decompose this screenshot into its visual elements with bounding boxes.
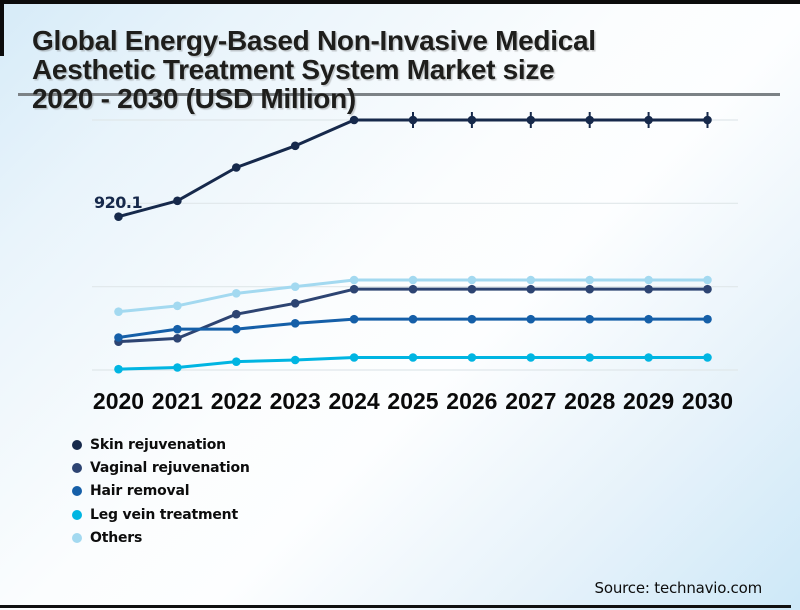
data-point-hair-removal-2022 [232,324,241,334]
data-point-skin-rejuvenation-2026 [467,115,477,125]
data-point-skin-rejuvenation-2027 [526,115,536,125]
data-point-skin-rejuvenation-2020 [114,212,123,221]
legend-item-others: Others [72,530,250,547]
data-point-skin-rejuvenation-2022 [232,163,241,172]
series-line-skin-rejuvenation [117,118,709,219]
data-point-others-2020 [114,307,123,316]
data-label-920: 920.1 [94,193,143,212]
legend-item-leg-vein-treatment: Leg vein treatment [72,506,250,523]
data-point-vaginal-rejuvenation-2030 [703,284,712,294]
data-point-leg-vein-treatment-2021 [173,363,182,372]
legend-item-skin-rejuvenation: Skin rejuvenation [72,436,250,453]
data-point-vaginal-rejuvenation-2023 [290,299,300,308]
legend-label: Vaginal rejuvenation [90,459,250,476]
chart-title-line-1: Global Energy-Based Non-Invasive Medical [32,25,596,56]
left-border-accent [0,0,4,56]
chart-legend: Skin rejuvenation Vaginal rejuvenation Hai… [72,436,250,553]
data-point-leg-vein-treatment-2028 [585,353,594,362]
data-point-skin-rejuvenation-2025 [408,115,418,125]
x-tick-2030: 2030 [681,388,734,414]
data-point-leg-vein-treatment-2024 [349,353,359,362]
x-tick-2020: 2020 [92,388,145,414]
data-point-vaginal-rejuvenation-2029 [644,284,653,294]
data-point-leg-vein-treatment-2029 [644,353,653,362]
data-point-skin-rejuvenation-2024 [349,115,359,125]
data-point-leg-vein-treatment-2030 [703,353,712,362]
legend-dot-icon [72,439,82,450]
data-point-others-2027 [526,275,536,285]
legend-label: Others [90,530,143,547]
series-line-others [117,278,709,314]
title-underline-rule [18,93,780,96]
data-point-skin-rejuvenation-2028 [585,115,594,125]
chart-title-line-3: 2020 - 2030 (USD Million) [32,83,356,114]
legend-dot-icon [72,509,82,520]
legend-dot-icon [72,462,82,473]
x-tick-2024: 2024 [328,388,380,414]
data-point-leg-vein-treatment-2027 [526,353,536,362]
data-point-hair-removal-2021 [173,324,182,334]
data-point-skin-rejuvenation-2023 [290,141,300,151]
x-tick-2029: 2029 [623,388,675,414]
top-border-accent [0,0,800,4]
bottom-border-rule [0,605,791,608]
x-tick-2025: 2025 [387,388,439,414]
data-point-vaginal-rejuvenation-2025 [408,284,418,294]
data-point-leg-vein-treatment-2025 [408,353,418,362]
data-point-skin-rejuvenation-2021 [173,196,182,206]
legend-label: Hair removal [90,483,190,500]
data-point-others-2029 [644,275,653,285]
data-point-vaginal-rejuvenation-2021 [173,334,182,343]
data-point-vaginal-rejuvenation-2024 [349,284,359,294]
data-point-others-2030 [703,275,712,285]
chart-title-line-2: Aesthetic Treatment System Market size [32,54,555,85]
x-tick-2022: 2022 [210,388,262,414]
source-attribution: Source: technavio.com [594,579,763,597]
data-point-skin-rejuvenation-2030 [703,115,712,125]
legend-dot-icon [72,533,82,544]
x-tick-2021: 2021 [151,388,203,414]
data-point-hair-removal-2023 [290,319,300,328]
data-point-others-2026 [467,275,477,285]
legend-label: Skin rejuvenation [90,436,226,453]
data-point-others-2022 [232,289,241,298]
data-point-skin-rejuvenation-2029 [644,115,653,125]
data-point-hair-removal-2028 [585,314,594,324]
data-point-vaginal-rejuvenation-2026 [467,284,477,294]
data-point-others-2023 [290,282,300,291]
x-tick-2026: 2026 [446,388,498,414]
data-point-hair-removal-2030 [703,314,712,324]
data-point-leg-vein-treatment-2026 [467,353,477,362]
data-point-hair-removal-2020 [114,333,123,342]
data-point-vaginal-rejuvenation-2027 [526,284,536,294]
data-point-others-2021 [173,301,182,311]
data-point-hair-removal-2024 [349,314,359,324]
legend-label: Leg vein treatment [90,506,238,523]
data-point-others-2025 [408,275,418,285]
data-point-others-2024 [349,275,359,285]
data-point-vaginal-rejuvenation-2022 [232,309,241,319]
x-tick-2023: 2023 [269,388,321,414]
data-point-others-2028 [585,275,594,285]
x-tick-2028: 2028 [564,388,616,414]
data-point-leg-vein-treatment-2020 [114,364,123,374]
data-point-hair-removal-2026 [467,314,477,324]
data-point-hair-removal-2025 [408,314,418,324]
legend-item-vaginal-rejuvenation: Vaginal rejuvenation [72,459,250,476]
data-point-vaginal-rejuvenation-2028 [585,284,594,294]
data-point-leg-vein-treatment-2022 [232,357,241,366]
data-point-hair-removal-2029 [644,314,653,324]
data-point-hair-removal-2027 [526,314,536,324]
chart-title: Global Energy-Based Non-Invasive Medical… [32,26,596,113]
x-tick-2027: 2027 [505,388,557,414]
legend-dot-icon [72,486,82,497]
legend-item-hair-removal: Hair removal [72,483,250,500]
data-point-leg-vein-treatment-2023 [290,355,300,365]
